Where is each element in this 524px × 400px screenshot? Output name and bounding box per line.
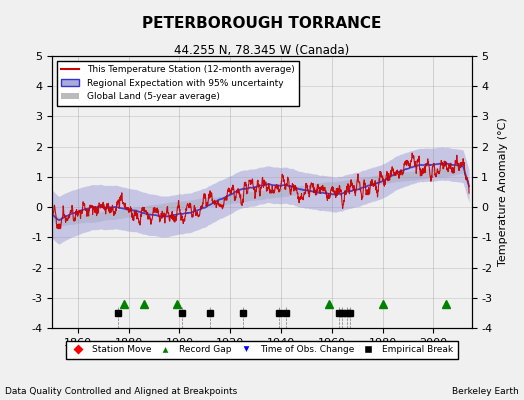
Text: Berkeley Earth: Berkeley Earth: [452, 387, 519, 396]
Legend: This Temperature Station (12-month average), Regional Expectation with 95% uncer: This Temperature Station (12-month avera…: [57, 60, 299, 106]
Text: Data Quality Controlled and Aligned at Breakpoints: Data Quality Controlled and Aligned at B…: [5, 387, 237, 396]
Text: PETERBOROUGH TORRANCE: PETERBOROUGH TORRANCE: [143, 16, 381, 31]
Text: 44.255 N, 78.345 W (Canada): 44.255 N, 78.345 W (Canada): [174, 44, 350, 57]
Y-axis label: Temperature Anomaly (°C): Temperature Anomaly (°C): [498, 118, 508, 266]
Legend: Station Move, Record Gap, Time of Obs. Change, Empirical Break: Station Move, Record Gap, Time of Obs. C…: [67, 341, 457, 359]
